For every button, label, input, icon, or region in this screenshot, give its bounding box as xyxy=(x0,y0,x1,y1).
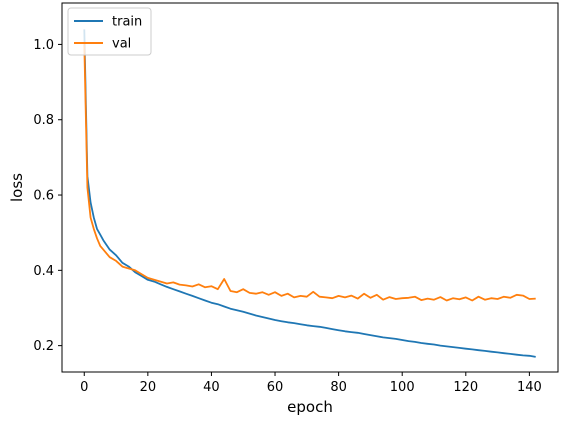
x-tick-label: 100 xyxy=(390,380,415,395)
x-axis-label: epoch xyxy=(287,398,333,416)
legend-label-train: train xyxy=(112,15,142,30)
y-tick-label: 0.8 xyxy=(33,113,54,128)
legend-label-val: val xyxy=(112,37,131,52)
y-axis-label: loss xyxy=(8,173,26,202)
y-axis-ticks: 0.2 0.4 0.6 0.8 1.0 xyxy=(33,38,62,354)
x-tick-label: 80 xyxy=(330,380,347,395)
x-tick-label: 20 xyxy=(140,380,157,395)
y-tick-label: 0.2 xyxy=(33,339,54,354)
x-tick-label: 140 xyxy=(517,380,542,395)
x-tick-label: 120 xyxy=(453,380,478,395)
y-tick-label: 0.6 xyxy=(33,189,54,204)
series-layer xyxy=(83,29,536,358)
plot-frame xyxy=(61,2,559,373)
x-tick-label: 0 xyxy=(80,380,88,395)
legend: train val xyxy=(67,7,152,56)
x-tick-label: 60 xyxy=(267,380,284,395)
x-axis-ticks: 0 20 40 60 80 100 120 140 xyxy=(80,372,542,395)
series-line-train xyxy=(83,29,536,358)
series-line-val xyxy=(83,44,536,302)
y-tick-label: 1.0 xyxy=(33,38,54,53)
x-tick-label: 40 xyxy=(203,380,220,395)
y-tick-label: 0.4 xyxy=(33,264,54,279)
